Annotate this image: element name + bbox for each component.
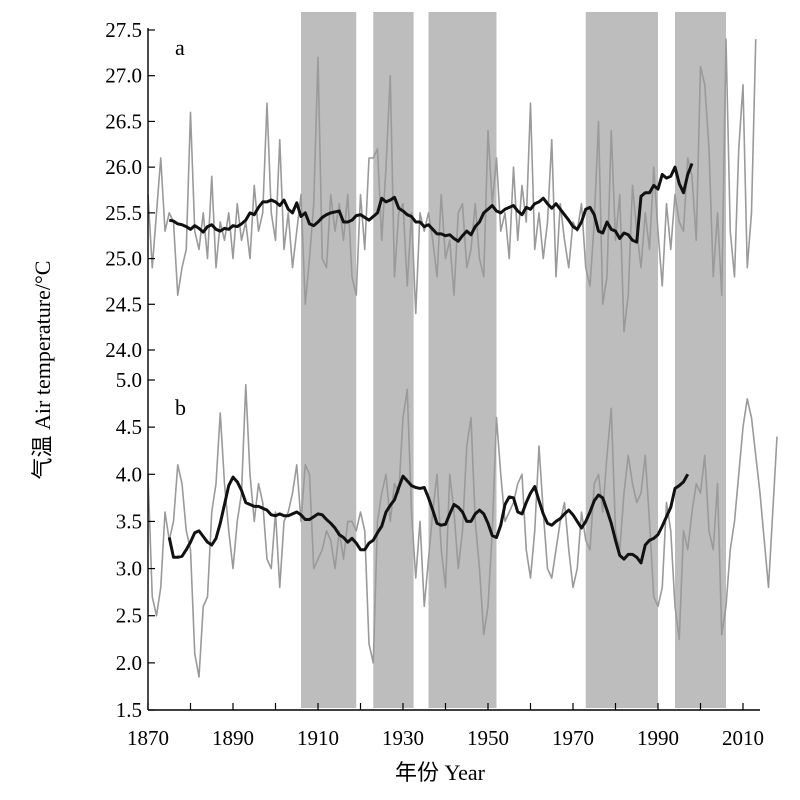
y-tick-label: 27.5: [105, 18, 142, 42]
shaded-period-3: [428, 12, 497, 708]
shaded-period-5: [675, 12, 726, 708]
panel-b-smoothed-line: [167, 473, 690, 565]
panel-a-series: [147, 38, 757, 333]
shaded-periods: [301, 12, 726, 708]
y-tick-label: 3.5: [116, 509, 142, 533]
x-tick-label: 1910: [297, 726, 339, 750]
y-tick-label: 1.5: [116, 698, 142, 722]
x-tick-label: 1870: [127, 726, 169, 750]
y-tick-label: 5.0: [116, 368, 142, 392]
x-axis-title: 年份 Year: [395, 760, 486, 785]
panel-label-a: a: [175, 35, 185, 60]
y-axis-title: 气温 Air temperature/°C: [30, 261, 55, 480]
shaded-period-2: [373, 12, 414, 708]
panel-a-smoothed-line: [168, 162, 694, 244]
x-tick-label: 2010: [722, 726, 764, 750]
shaded-period-1: [301, 12, 357, 708]
panel-b-series: [147, 383, 778, 678]
panel-a-annual-line: [147, 38, 757, 333]
shaded-period-4: [585, 12, 658, 708]
x-tick-label: 1990: [637, 726, 679, 750]
axes: [147, 28, 760, 711]
y-tick-label: 2.5: [116, 604, 142, 628]
y-tick-label: 24.5: [105, 292, 142, 316]
y-tick-label: 2.0: [116, 651, 142, 675]
panel-label-b: b: [175, 395, 186, 420]
y-tick-label: 27.0: [105, 64, 142, 88]
x-tick-label: 1950: [467, 726, 509, 750]
x-tick-label: 1930: [382, 726, 424, 750]
y-tick-label: 25.0: [105, 247, 142, 271]
y-tick-label: 4.0: [116, 462, 142, 486]
x-tick-label: 1890: [212, 726, 254, 750]
y-tick-label: 26.5: [105, 109, 142, 133]
y-tick-label: 25.5: [105, 201, 142, 225]
y-tick-label: 3.0: [116, 557, 142, 581]
x-tick-label: 1970: [552, 726, 594, 750]
y-tick-label: 4.5: [116, 415, 142, 439]
tick-labels: 24.0 24.5 25.0 25.5 26.0 26.5 27.0 27.5 1.5 2.0 2.…: [105, 18, 764, 750]
y-tick-label: 24.0: [105, 338, 142, 362]
y-tick-label: 26.0: [105, 155, 142, 179]
